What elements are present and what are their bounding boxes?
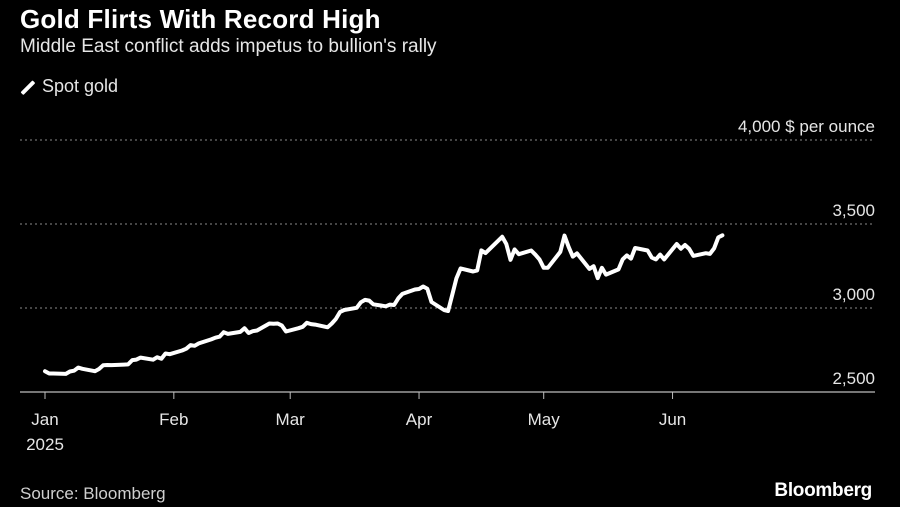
source-note: Source: Bloomberg — [20, 484, 166, 503]
x-tick-label: Jun — [659, 410, 686, 429]
y-axis-labels: 2,500 3,000 3,500 4,000 $ per ounce — [738, 117, 875, 388]
x-tick-label: Apr — [406, 410, 433, 429]
series-line-spot-gold — [43, 233, 725, 376]
chart-title: Gold Flirts With Record High — [20, 4, 381, 34]
chart-subtitle: Middle East conflict adds impetus to bul… — [20, 36, 437, 57]
y-tick-label: 3,500 — [832, 201, 875, 220]
grid-layer — [20, 139, 875, 393]
x-tick-label: Jan — [31, 410, 58, 429]
y-tick-label: 3,000 — [832, 285, 875, 304]
legend-label-spot-gold: Spot gold — [42, 76, 119, 96]
x-axis: Jan 2025 Feb Mar Apr May Jun — [26, 392, 686, 454]
x-tick-sublabel: 2025 — [26, 435, 64, 454]
x-tick-label: Mar — [276, 410, 306, 429]
y-tick-label: 2,500 — [832, 369, 875, 388]
series-layer — [43, 233, 725, 376]
legend: Spot gold — [20, 76, 118, 97]
x-tick-label: Feb — [159, 410, 188, 429]
y-tick-label: 4,000 $ per ounce — [738, 117, 875, 136]
x-tick-label: May — [528, 410, 561, 429]
bloomberg-logo: Bloomberg — [774, 480, 872, 501]
